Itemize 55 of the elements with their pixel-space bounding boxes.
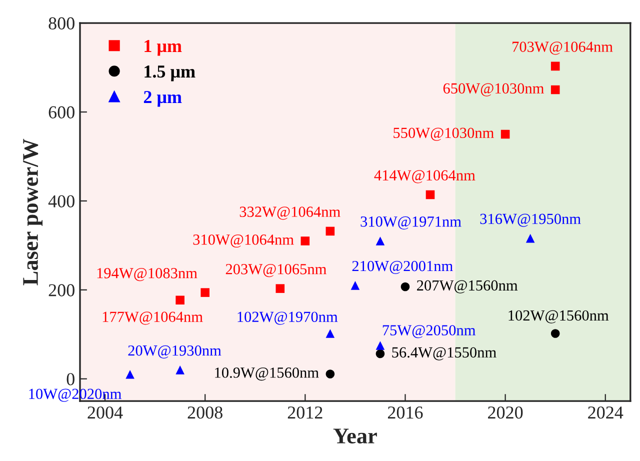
point	[176, 366, 184, 374]
point	[500, 130, 510, 139]
annotation: 210W@2001nm	[352, 260, 453, 274]
point	[326, 329, 335, 338]
annotation: 310W@1064nm	[193, 234, 294, 248]
x-tick-label: 2012	[288, 406, 322, 419]
annotation: 414W@1064nm	[374, 170, 476, 184]
y-tick-label: 600	[48, 106, 74, 118]
annotation: 550W@1030nm	[394, 128, 494, 141]
point	[376, 341, 385, 350]
annotation: 332W@1064nm	[240, 206, 340, 220]
annotation: 177W@1064nm	[102, 312, 203, 325]
x-tick-label: 2008	[188, 406, 222, 419]
annotation: 10.9W@1560nm	[215, 367, 319, 381]
y-tick-label: 0	[66, 373, 74, 386]
legend-label: 1.5 μm	[144, 66, 196, 82]
annotation: 102W@1970nm	[238, 312, 338, 325]
point	[200, 288, 210, 297]
point	[550, 329, 560, 338]
annotation: 56.4W@1550nm	[392, 347, 496, 360]
annotation: 102W@1560nm	[508, 310, 609, 324]
point	[126, 370, 134, 379]
x-tick-label: 2016	[388, 406, 423, 419]
point	[376, 236, 385, 246]
annotation: 316W@1950nm	[480, 214, 581, 227]
legend-label: 2 μm	[144, 91, 182, 107]
point	[426, 190, 435, 200]
point	[176, 296, 184, 305]
point	[276, 284, 285, 293]
x-tick-label: 2020	[488, 406, 523, 419]
annotation: 75W@2050nm	[382, 325, 476, 338]
annotation: 650W@1030nm	[443, 83, 544, 96]
point	[526, 234, 535, 243]
point	[350, 281, 360, 290]
point	[376, 349, 385, 358]
point	[400, 282, 410, 292]
point	[326, 226, 335, 236]
x-axis-title: Year	[333, 428, 377, 444]
legend-label: 1 μm	[144, 40, 182, 56]
point	[326, 370, 335, 378]
point	[550, 62, 560, 71]
annotation: 20W@1930nm	[128, 345, 222, 358]
y-tick-label: 200	[48, 284, 74, 296]
y-tick-label: 400	[48, 195, 74, 208]
annotation: 703W@1064nm	[512, 42, 613, 55]
point	[550, 85, 560, 94]
point	[300, 236, 310, 246]
annotation: 203W@1065nm	[226, 264, 326, 278]
x-tick-label: 2004	[88, 406, 123, 419]
annotation: 194W@1083nm	[97, 268, 198, 282]
annotation: 310W@1971nm	[360, 216, 462, 230]
annotation: 207W@1560nm	[417, 280, 518, 294]
y-axis-title: Laser power/W	[23, 138, 42, 286]
y-tick-label: 800	[48, 17, 74, 30]
x-tick-label: 2024	[588, 406, 624, 419]
